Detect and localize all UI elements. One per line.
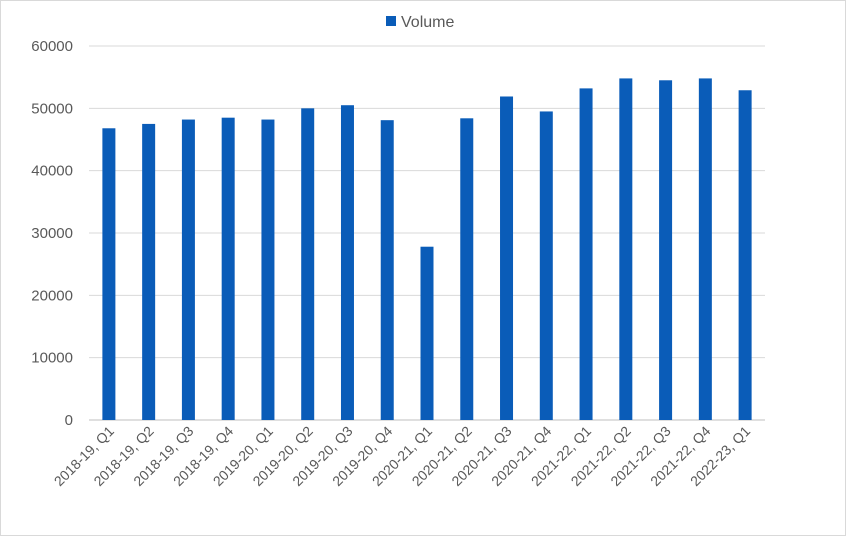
bar <box>261 119 275 420</box>
y-tick-label: 40000 <box>31 163 73 180</box>
bar <box>698 78 712 420</box>
y-tick-label: 10000 <box>31 350 73 367</box>
bar <box>340 105 354 420</box>
bars <box>102 78 752 421</box>
bar <box>301 108 315 420</box>
bar <box>460 118 474 420</box>
bar <box>738 90 752 421</box>
y-tick-label: 60000 <box>31 38 73 55</box>
y-tick-label: 0 <box>65 412 73 429</box>
y-tick-label: 20000 <box>31 287 73 304</box>
bar <box>380 120 394 420</box>
legend-swatch <box>386 16 396 26</box>
legend-label: Volume <box>401 14 454 31</box>
y-tick-label: 50000 <box>31 100 73 117</box>
bar <box>500 96 514 421</box>
bar <box>142 123 156 421</box>
bar <box>539 111 553 420</box>
bar <box>181 119 195 420</box>
bar <box>659 80 673 421</box>
bar <box>102 128 116 420</box>
y-tick-label: 30000 <box>31 225 73 242</box>
bar <box>221 117 235 420</box>
bar <box>579 88 593 421</box>
y-axis: 0 10000 20000 30000 40000 50000 60000 <box>31 38 73 429</box>
bar <box>619 78 633 420</box>
legend: Volume <box>386 14 454 31</box>
bar <box>420 246 434 420</box>
